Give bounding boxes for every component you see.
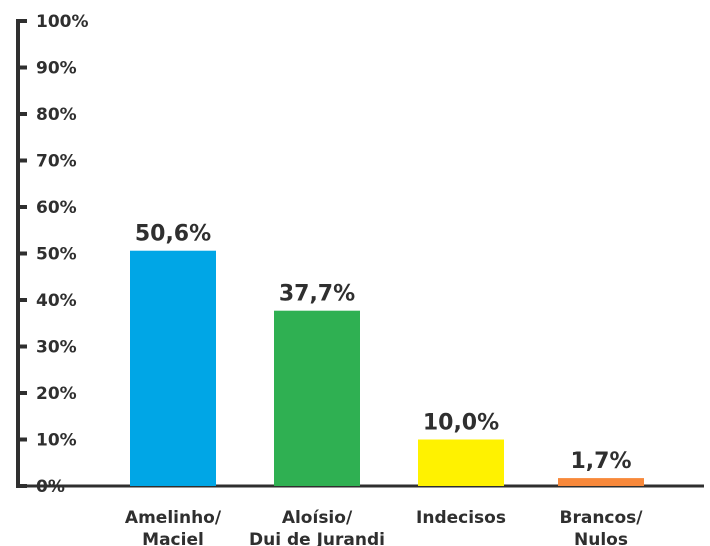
x-category-label: Aloísio/ — [282, 508, 353, 528]
y-tick-label: 40% — [36, 291, 77, 311]
x-category-label: Dui de Jurandi — [249, 530, 385, 546]
y-axis: 0% 10% 20% 30% 40% 50% 60% 70% 80% 90% 100% — [16, 12, 704, 497]
x-axis-labels: Amelinho/Maciel Aloísio/Dui de Jurandi Ind… — [125, 508, 643, 546]
y-tick-label: 100% — [36, 12, 89, 32]
y-tick-label: 10% — [36, 431, 77, 451]
y-tick-label: 50% — [36, 245, 77, 265]
bar — [274, 310, 360, 486]
bars — [130, 250, 644, 486]
y-tick-label: 60% — [36, 198, 77, 218]
value-labels: 50,6% 37,7% 10,0% 1,7% — [135, 222, 632, 474]
y-tick-label: 0% — [36, 477, 65, 497]
y-tick-label: 30% — [36, 338, 77, 358]
bar — [130, 250, 216, 486]
x-category-label: Indecisos — [416, 508, 506, 528]
bar-value-label: 50,6% — [135, 222, 211, 247]
y-tick-label: 70% — [36, 152, 77, 172]
x-category-label: Amelinho/ — [125, 508, 222, 528]
bar-value-label: 10,0% — [423, 411, 499, 436]
x-category-label: Maciel — [142, 530, 204, 546]
bar — [558, 478, 644, 486]
x-category-label: Nulos — [574, 530, 628, 546]
bar-value-label: 1,7% — [570, 449, 631, 474]
y-tick-label: 90% — [36, 59, 77, 79]
y-tick-label: 80% — [36, 105, 77, 125]
x-category-label: Brancos/ — [560, 508, 644, 528]
y-tick-label: 20% — [36, 384, 77, 404]
bar — [418, 439, 504, 486]
bar-value-label: 37,7% — [279, 282, 355, 307]
